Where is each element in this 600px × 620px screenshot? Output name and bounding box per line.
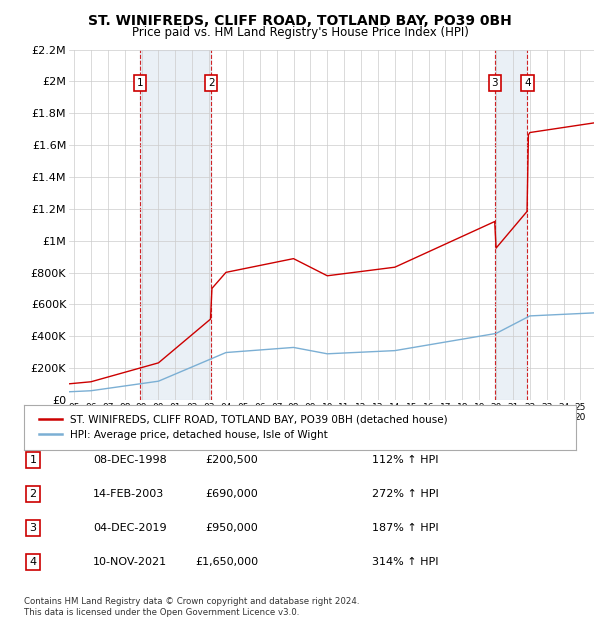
Text: 1: 1 <box>137 78 143 88</box>
Text: 2: 2 <box>208 78 214 88</box>
Text: 314% ↑ HPI: 314% ↑ HPI <box>372 557 439 567</box>
Text: £1,650,000: £1,650,000 <box>195 557 258 567</box>
Text: £950,000: £950,000 <box>205 523 258 533</box>
Text: 2: 2 <box>29 489 37 499</box>
Text: 4: 4 <box>524 78 531 88</box>
Text: 10-NOV-2021: 10-NOV-2021 <box>93 557 167 567</box>
Text: 112% ↑ HPI: 112% ↑ HPI <box>372 455 439 465</box>
Text: 1: 1 <box>29 455 37 465</box>
Text: 187% ↑ HPI: 187% ↑ HPI <box>372 523 439 533</box>
Bar <box>495 50 527 400</box>
Text: 14-FEB-2003: 14-FEB-2003 <box>93 489 164 499</box>
Text: 3: 3 <box>29 523 37 533</box>
Text: 4: 4 <box>29 557 37 567</box>
Text: 04-DEC-2019: 04-DEC-2019 <box>93 523 167 533</box>
Text: £200,500: £200,500 <box>205 455 258 465</box>
Text: 272% ↑ HPI: 272% ↑ HPI <box>372 489 439 499</box>
Text: Contains HM Land Registry data © Crown copyright and database right 2024.
This d: Contains HM Land Registry data © Crown c… <box>24 598 359 617</box>
Bar <box>140 50 211 400</box>
Legend: ST. WINIFREDS, CLIFF ROAD, TOTLAND BAY, PO39 0BH (detached house), HPI: Average : ST. WINIFREDS, CLIFF ROAD, TOTLAND BAY, … <box>35 410 452 444</box>
Text: Price paid vs. HM Land Registry's House Price Index (HPI): Price paid vs. HM Land Registry's House … <box>131 26 469 39</box>
Text: £690,000: £690,000 <box>205 489 258 499</box>
Text: ST. WINIFREDS, CLIFF ROAD, TOTLAND BAY, PO39 0BH: ST. WINIFREDS, CLIFF ROAD, TOTLAND BAY, … <box>88 14 512 28</box>
Text: 3: 3 <box>491 78 498 88</box>
Text: 08-DEC-1998: 08-DEC-1998 <box>93 455 167 465</box>
